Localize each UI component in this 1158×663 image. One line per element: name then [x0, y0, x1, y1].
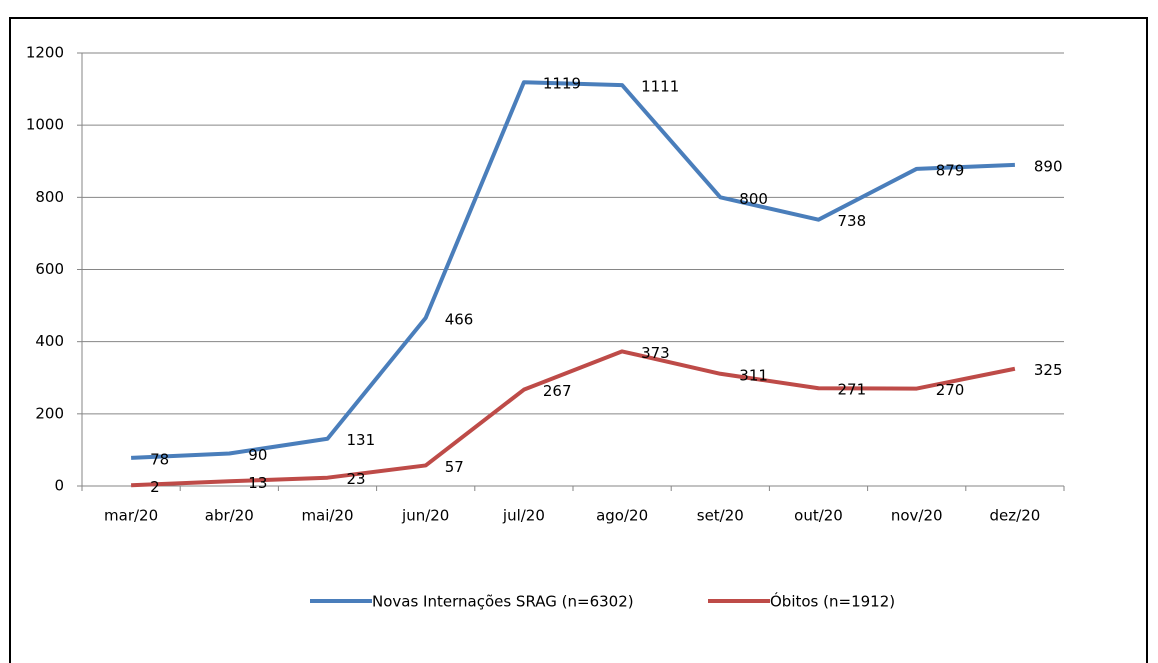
- y-tick-label: 1000: [26, 116, 64, 134]
- data-label: 738: [838, 212, 867, 230]
- x-tick-label: jun/20: [401, 507, 449, 525]
- data-label: 466: [445, 310, 474, 328]
- x-tick-label: nov/20: [891, 507, 943, 525]
- data-label: 23: [347, 470, 366, 488]
- series-line: [131, 349, 1016, 488]
- legend-label: Novas Internações SRAG (n=6302): [372, 593, 634, 611]
- data-label: 1111: [641, 78, 679, 96]
- y-tick-label: 0: [54, 477, 64, 495]
- data-label: 2: [150, 478, 160, 496]
- data-label: 270: [936, 381, 965, 399]
- series-line: [131, 80, 1015, 460]
- data-label: 57: [445, 458, 464, 476]
- x-tick-label: mai/20: [301, 507, 353, 525]
- data-label: 78: [150, 450, 169, 468]
- y-tick-label: 1200: [26, 44, 64, 62]
- x-tick-label: ago/20: [596, 507, 648, 525]
- data-label: 373: [641, 344, 670, 362]
- x-tick-label: dez/20: [990, 507, 1041, 525]
- data-label: 879: [936, 161, 965, 179]
- data-label: 13: [248, 474, 267, 492]
- x-tick-label: jul/20: [502, 507, 545, 525]
- data-label: 90: [248, 446, 267, 464]
- y-tick-label: 400: [35, 332, 64, 350]
- x-tick-label: mar/20: [104, 507, 158, 525]
- chart-border: [9, 17, 1148, 663]
- data-label: 800: [739, 190, 768, 208]
- data-label: 267: [543, 382, 572, 400]
- y-tick-label: 800: [35, 188, 64, 206]
- x-tick-label: abr/20: [205, 507, 254, 525]
- legend-label: Óbitos (n=1912): [770, 592, 895, 611]
- data-label: 890: [1034, 157, 1063, 175]
- y-tick-label: 600: [35, 260, 64, 278]
- data-label: 1119: [543, 75, 581, 93]
- x-tick-label: out/20: [794, 507, 843, 525]
- data-label: 271: [838, 381, 867, 399]
- x-tick-label: set/20: [697, 507, 744, 525]
- data-label: 325: [1034, 361, 1063, 379]
- y-tick-label: 200: [35, 404, 64, 422]
- data-label: 131: [347, 431, 376, 449]
- data-label: 311: [739, 366, 768, 384]
